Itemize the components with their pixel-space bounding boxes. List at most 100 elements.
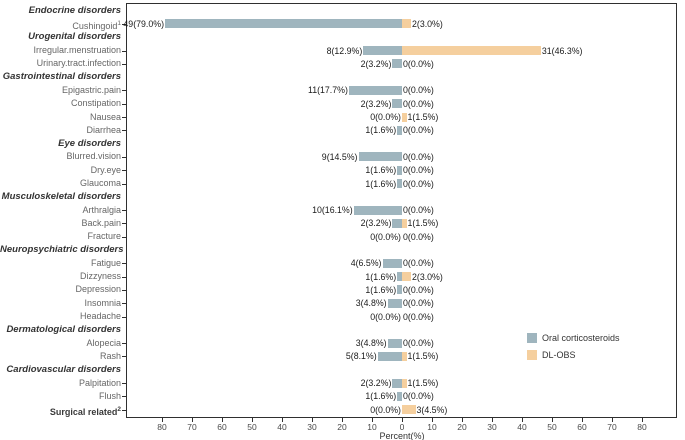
- bar-oral-corticosteroids: [397, 165, 402, 175]
- x-axis-tick-label: 80: [637, 422, 647, 432]
- value-label-right: 0(0.0%): [403, 338, 434, 349]
- x-axis-tick: [221, 418, 223, 422]
- x-axis-tick-label: 60: [217, 422, 227, 432]
- y-axis-tick: [122, 210, 126, 212]
- x-axis-tick-label: 10: [367, 422, 377, 432]
- x-axis-tick: [281, 418, 283, 422]
- x-axis-tick-label: 20: [337, 422, 347, 432]
- value-label-left: 1(1.6%): [365, 391, 397, 402]
- value-label-left: 1(1.6%): [365, 165, 397, 176]
- category-label: Constipation: [70, 98, 121, 109]
- y-axis-tick: [122, 156, 126, 158]
- bar-oral-corticosteroids: [353, 205, 402, 215]
- bar-oral-corticosteroids: [363, 46, 402, 56]
- bar-oral-corticosteroids: [392, 378, 402, 388]
- category-label: Irregular.menstruation: [33, 45, 121, 56]
- x-axis-tick: [611, 418, 613, 422]
- legend-swatch-oral-corticosteroids: [527, 333, 537, 343]
- y-axis-tick: [122, 50, 126, 52]
- group-header-label: Eye disorders: [58, 137, 121, 149]
- value-label-right: 0(0.0%): [403, 205, 434, 216]
- value-label-right: 3(4.5%): [416, 404, 448, 415]
- group-header-label: Urogenital disorders: [28, 31, 121, 43]
- bar-oral-corticosteroids: [397, 272, 402, 282]
- bar-dl-obs: [402, 112, 407, 122]
- x-axis-tick-label: 70: [607, 422, 617, 432]
- value-label-left: 3(4.8%): [355, 338, 387, 349]
- y-axis-tick: [122, 23, 126, 25]
- value-label-right: 0(0.0%): [403, 58, 434, 69]
- y-axis-tick: [122, 63, 126, 65]
- x-axis-tick: [371, 418, 373, 422]
- value-label-right: 1(1.5%): [407, 378, 439, 389]
- value-label-left: 1(1.6%): [365, 284, 397, 295]
- group-header-label: Dermatological disorders: [6, 323, 121, 335]
- x-axis-tick-label: 60: [577, 422, 587, 432]
- value-label-right: 0(0.0%): [403, 231, 434, 242]
- category-label: Rash: [99, 350, 121, 361]
- group-header-label: Endocrine disorders: [28, 4, 121, 16]
- value-label-left: 49(79.0%): [123, 18, 164, 29]
- value-label-right: 0(0.0%): [403, 258, 434, 269]
- value-label-right: 0(0.0%): [403, 311, 434, 322]
- category-label: Headache: [79, 311, 121, 322]
- category-label: Glaucoma: [79, 178, 121, 189]
- category-label: Insomnia: [84, 297, 121, 308]
- bar-oral-corticosteroids: [392, 59, 402, 69]
- bar-oral-corticosteroids: [382, 258, 402, 268]
- category-label: Palpitation: [78, 377, 121, 388]
- bar-oral-corticosteroids: [397, 125, 402, 135]
- x-axis-tick: [431, 418, 433, 422]
- group-header-label: Cardiovascular disorders: [6, 363, 121, 375]
- x-axis-tick: [161, 418, 163, 422]
- value-label-right: 0(0.0%): [403, 391, 434, 402]
- x-axis-tick: [461, 418, 463, 422]
- value-label-right: 0(0.0%): [403, 178, 434, 189]
- y-axis-tick: [122, 383, 126, 385]
- bar-dl-obs: [402, 351, 407, 361]
- category-label: Cushingoid1: [72, 20, 121, 32]
- bar-oral-corticosteroids: [165, 19, 402, 29]
- value-label-left: 1(1.6%): [365, 178, 397, 189]
- category-label: Epigastric.pain: [61, 84, 121, 95]
- y-axis-tick: [122, 183, 126, 185]
- bar-oral-corticosteroids: [397, 179, 402, 189]
- value-label-right: 31(46.3%): [541, 45, 583, 56]
- y-axis-tick: [122, 117, 126, 119]
- value-label-right: 0(0.0%): [403, 125, 434, 136]
- legend-label: DL-OBS: [542, 350, 576, 360]
- value-label-right: 1(1.5%): [407, 218, 439, 229]
- x-axis-tick-label: 40: [277, 422, 287, 432]
- x-axis-tick: [401, 418, 403, 422]
- y-axis-tick: [122, 236, 126, 238]
- bar-dl-obs: [402, 272, 411, 282]
- x-axis-tick: [551, 418, 553, 422]
- value-label-left: 1(1.6%): [365, 271, 397, 282]
- bar-dl-obs: [402, 378, 407, 388]
- y-axis-tick: [122, 263, 126, 265]
- category-label: Alopecia: [86, 337, 121, 348]
- category-label: Dizzyness: [79, 271, 121, 282]
- category-label: Urinary.tract.infection: [36, 58, 121, 69]
- legend: Oral corticosteroids DL-OBS: [527, 333, 620, 367]
- value-label-right: 0(0.0%): [403, 298, 434, 309]
- value-label-left: 5(8.1%): [345, 351, 377, 362]
- x-axis-title: Percent(%): [379, 431, 425, 440]
- value-label-right: 2(3.0%): [412, 18, 443, 29]
- legend-label: Oral corticosteroids: [542, 333, 620, 343]
- value-label-left: 10(16.1%): [312, 205, 353, 216]
- legend-item-oral-corticosteroids: Oral corticosteroids: [527, 333, 620, 343]
- value-label-right: 1(1.5%): [407, 112, 439, 123]
- y-axis-tick: [122, 356, 126, 358]
- bar-oral-corticosteroids: [387, 298, 402, 308]
- y-axis-tick: [122, 90, 126, 92]
- x-axis-tick-label: 0: [399, 422, 405, 432]
- value-label-left: 1(1.6%): [365, 125, 397, 136]
- value-label-right: 0(0.0%): [403, 151, 434, 162]
- y-axis-tick: [122, 130, 126, 132]
- value-label-left: 0(0.0%): [370, 311, 401, 322]
- x-axis-tick: [251, 418, 253, 422]
- y-axis-tick: [122, 343, 126, 345]
- value-label-left: 2(3.2%): [360, 98, 392, 109]
- bar-dl-obs: [402, 46, 541, 56]
